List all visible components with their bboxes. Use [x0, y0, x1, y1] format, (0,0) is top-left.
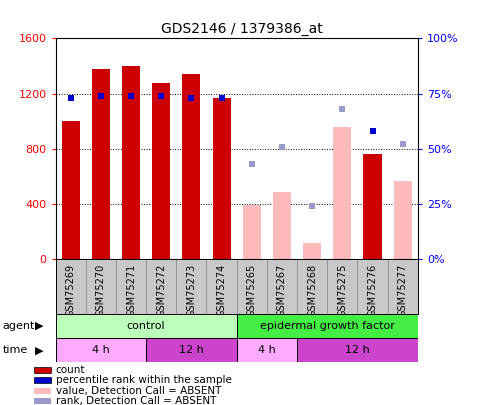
Text: GSM75268: GSM75268	[307, 264, 317, 317]
Point	[127, 93, 135, 99]
Text: GSM75270: GSM75270	[96, 264, 106, 317]
Bar	[297, 338, 418, 362]
Text: ▶: ▶	[35, 345, 43, 355]
Bar	[242, 205, 261, 259]
Text: GSM75267: GSM75267	[277, 264, 287, 317]
Text: 4 h: 4 h	[258, 345, 276, 355]
Text: GSM75276: GSM75276	[368, 264, 378, 317]
Bar	[237, 338, 297, 362]
Point	[67, 95, 74, 101]
Text: control: control	[127, 321, 165, 331]
Point	[278, 143, 286, 150]
Text: value, Detection Call = ABSENT: value, Detection Call = ABSENT	[56, 386, 221, 396]
Point	[399, 141, 407, 148]
Text: GSM75274: GSM75274	[216, 264, 227, 317]
Text: agent: agent	[2, 321, 35, 331]
Text: 12 h: 12 h	[179, 345, 204, 355]
Bar	[333, 127, 352, 259]
Text: GSM75275: GSM75275	[337, 264, 347, 317]
Bar	[34, 398, 51, 404]
Bar	[394, 181, 412, 259]
Text: ▶: ▶	[35, 321, 43, 331]
Point	[308, 203, 316, 209]
Bar	[92, 69, 110, 259]
Text: GDS2146 / 1379386_at: GDS2146 / 1379386_at	[161, 22, 322, 36]
Text: time: time	[2, 345, 28, 355]
Point	[369, 128, 376, 134]
Bar	[34, 367, 51, 373]
Text: GSM75273: GSM75273	[186, 264, 197, 317]
Point	[97, 93, 105, 99]
Bar	[34, 377, 51, 383]
Text: GSM75265: GSM75265	[247, 264, 257, 317]
Bar	[152, 83, 170, 259]
Bar	[34, 388, 51, 394]
Point	[339, 106, 346, 112]
Point	[157, 93, 165, 99]
Bar	[56, 338, 146, 362]
Bar	[237, 314, 418, 338]
Bar	[62, 121, 80, 259]
Bar	[303, 243, 321, 259]
Bar	[183, 75, 200, 259]
Text: count: count	[56, 365, 85, 375]
Point	[187, 95, 195, 101]
Text: 12 h: 12 h	[345, 345, 370, 355]
Point	[248, 161, 256, 168]
Text: rank, Detection Call = ABSENT: rank, Detection Call = ABSENT	[56, 396, 216, 405]
Bar	[273, 192, 291, 259]
Text: GSM75269: GSM75269	[66, 264, 76, 317]
Bar	[56, 314, 237, 338]
Point	[218, 95, 226, 101]
Text: GSM75277: GSM75277	[398, 264, 408, 317]
Bar	[122, 66, 140, 259]
Bar	[364, 154, 382, 259]
Text: GSM75272: GSM75272	[156, 264, 166, 317]
Text: 4 h: 4 h	[92, 345, 110, 355]
Text: percentile rank within the sample: percentile rank within the sample	[56, 375, 231, 385]
Text: GSM75271: GSM75271	[126, 264, 136, 317]
Text: epidermal growth factor: epidermal growth factor	[260, 321, 395, 331]
Bar	[146, 338, 237, 362]
Bar	[213, 98, 231, 259]
